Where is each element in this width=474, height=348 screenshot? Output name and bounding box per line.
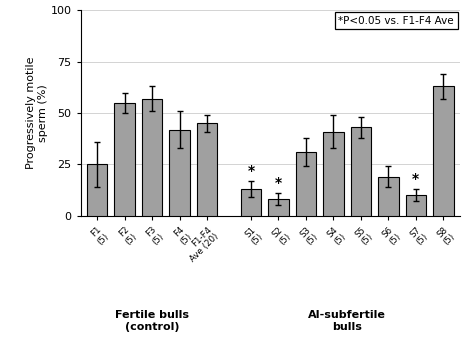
Bar (241, 189, 261, 216)
Bar (433, 86, 454, 216)
Bar (197, 123, 217, 216)
Text: *: * (275, 176, 282, 190)
Bar (142, 99, 162, 216)
Bar (378, 177, 399, 216)
Text: *P<0.05 vs. F1-F4 Ave: *P<0.05 vs. F1-F4 Ave (338, 16, 454, 25)
Bar (268, 199, 289, 216)
Bar (406, 195, 426, 216)
Text: Fertile bulls
(control): Fertile bulls (control) (115, 310, 189, 332)
Bar (323, 132, 344, 216)
Bar (296, 152, 316, 216)
Text: AI-subfertile
bulls: AI-subfertile bulls (308, 310, 386, 332)
Text: *: * (247, 164, 255, 178)
Bar (114, 103, 135, 216)
Text: *: * (412, 172, 419, 186)
Bar (351, 127, 371, 216)
Bar (87, 165, 108, 216)
Y-axis label: Progressively motile
sperm (%): Progressively motile sperm (%) (26, 57, 48, 169)
Bar (169, 129, 190, 216)
